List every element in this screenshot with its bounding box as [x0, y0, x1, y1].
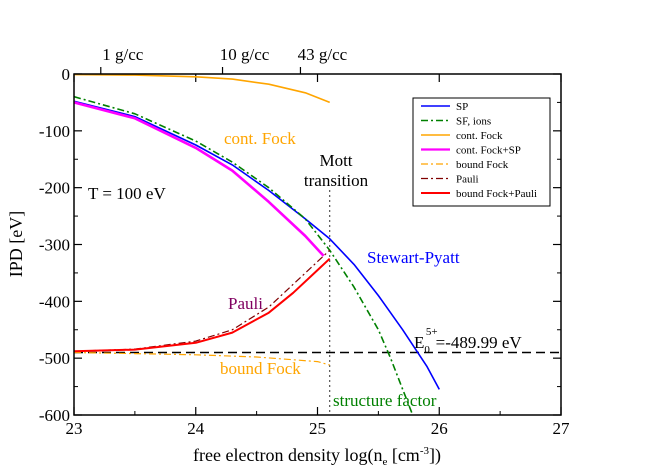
series-layer: [74, 74, 561, 415]
annotation-pauli: Pauli: [228, 294, 263, 313]
series-line-bound-fock-pauli: [74, 257, 331, 353]
y-tick-label: -600: [39, 406, 70, 425]
annotation-energy: E0 5+ =-489.99 eV: [414, 326, 522, 356]
x-tick-label: 27: [553, 419, 571, 438]
series-line-cont-fock-sp: [74, 101, 325, 257]
x-tick-label: 26: [431, 419, 448, 438]
energy-superscript: 5+: [426, 326, 438, 338]
legend-box: [412, 97, 551, 207]
top-axis-label: 43 g/cc: [298, 45, 348, 64]
legend-label: bound Fock: [456, 159, 509, 171]
series-line-sp: [74, 100, 441, 390]
legend-label: cont. Fock: [456, 130, 503, 142]
tick-labels: 23 24 25 26 27 0 -100 -200 -300 -400 -500 -600 1 g/c…: [39, 45, 570, 438]
energy-value: =-489.99 eV: [436, 333, 523, 352]
y-tick-label: -200: [39, 179, 70, 198]
x-axis-label-unit: [cm: [387, 445, 419, 465]
y-tick-label: -400: [39, 292, 70, 311]
x-axis-label: free electron density log(ne [cm-3]): [193, 445, 441, 468]
x-tick-label: 23: [66, 419, 83, 438]
x-tick-label: 24: [187, 419, 205, 438]
y-axis-label: IPD [eV]: [6, 211, 26, 277]
plot-frame: [73, 73, 562, 416]
x-axis-label-end: ]): [429, 445, 441, 466]
annotation-structure-factor: structure factor: [333, 391, 437, 410]
top-axis-label: 1 g/cc: [102, 45, 144, 64]
series-line-cont-fock: [74, 74, 330, 104]
legend-label: SF, ions: [456, 116, 491, 128]
annotation-cont-fock: cont. Fock: [224, 129, 296, 148]
annotation-bound-fock: bound Fock: [220, 359, 301, 378]
legend: SP SF, ions cont. Fock cont. Fock+SP bound F…: [421, 101, 537, 200]
x-axis-label-main: free electron density log(n: [193, 445, 382, 466]
annotation-mott: Mott: [319, 151, 352, 170]
x-axis-label-sup: -3: [420, 445, 430, 457]
y-tick-label: 0: [62, 65, 71, 84]
y-tick-label: -500: [39, 349, 70, 368]
annotation-stewart-pyatt: Stewart-Pyatt: [367, 248, 460, 267]
legend-label: bound Fock+Pauli: [456, 188, 537, 200]
series-line-pauli: [74, 249, 331, 352]
energy-subscript: 0: [424, 344, 430, 356]
top-axis-label: 10 g/cc: [220, 45, 270, 64]
annotation-transition: transition: [304, 171, 369, 190]
y-tick-label: -300: [39, 236, 70, 255]
x-axis-label-sub: e: [382, 456, 387, 468]
legend-label: SP: [456, 101, 468, 113]
energy-symbol: E: [414, 333, 424, 352]
series-line-bound-fock: [74, 351, 330, 366]
y-tick-label: -100: [39, 122, 70, 141]
annotation-temperature: T = 100 eV: [88, 184, 166, 203]
legend-label: cont. Fock+SP: [456, 145, 521, 157]
legend-label: Pauli: [456, 174, 479, 186]
x-tick-label: 25: [309, 419, 326, 438]
